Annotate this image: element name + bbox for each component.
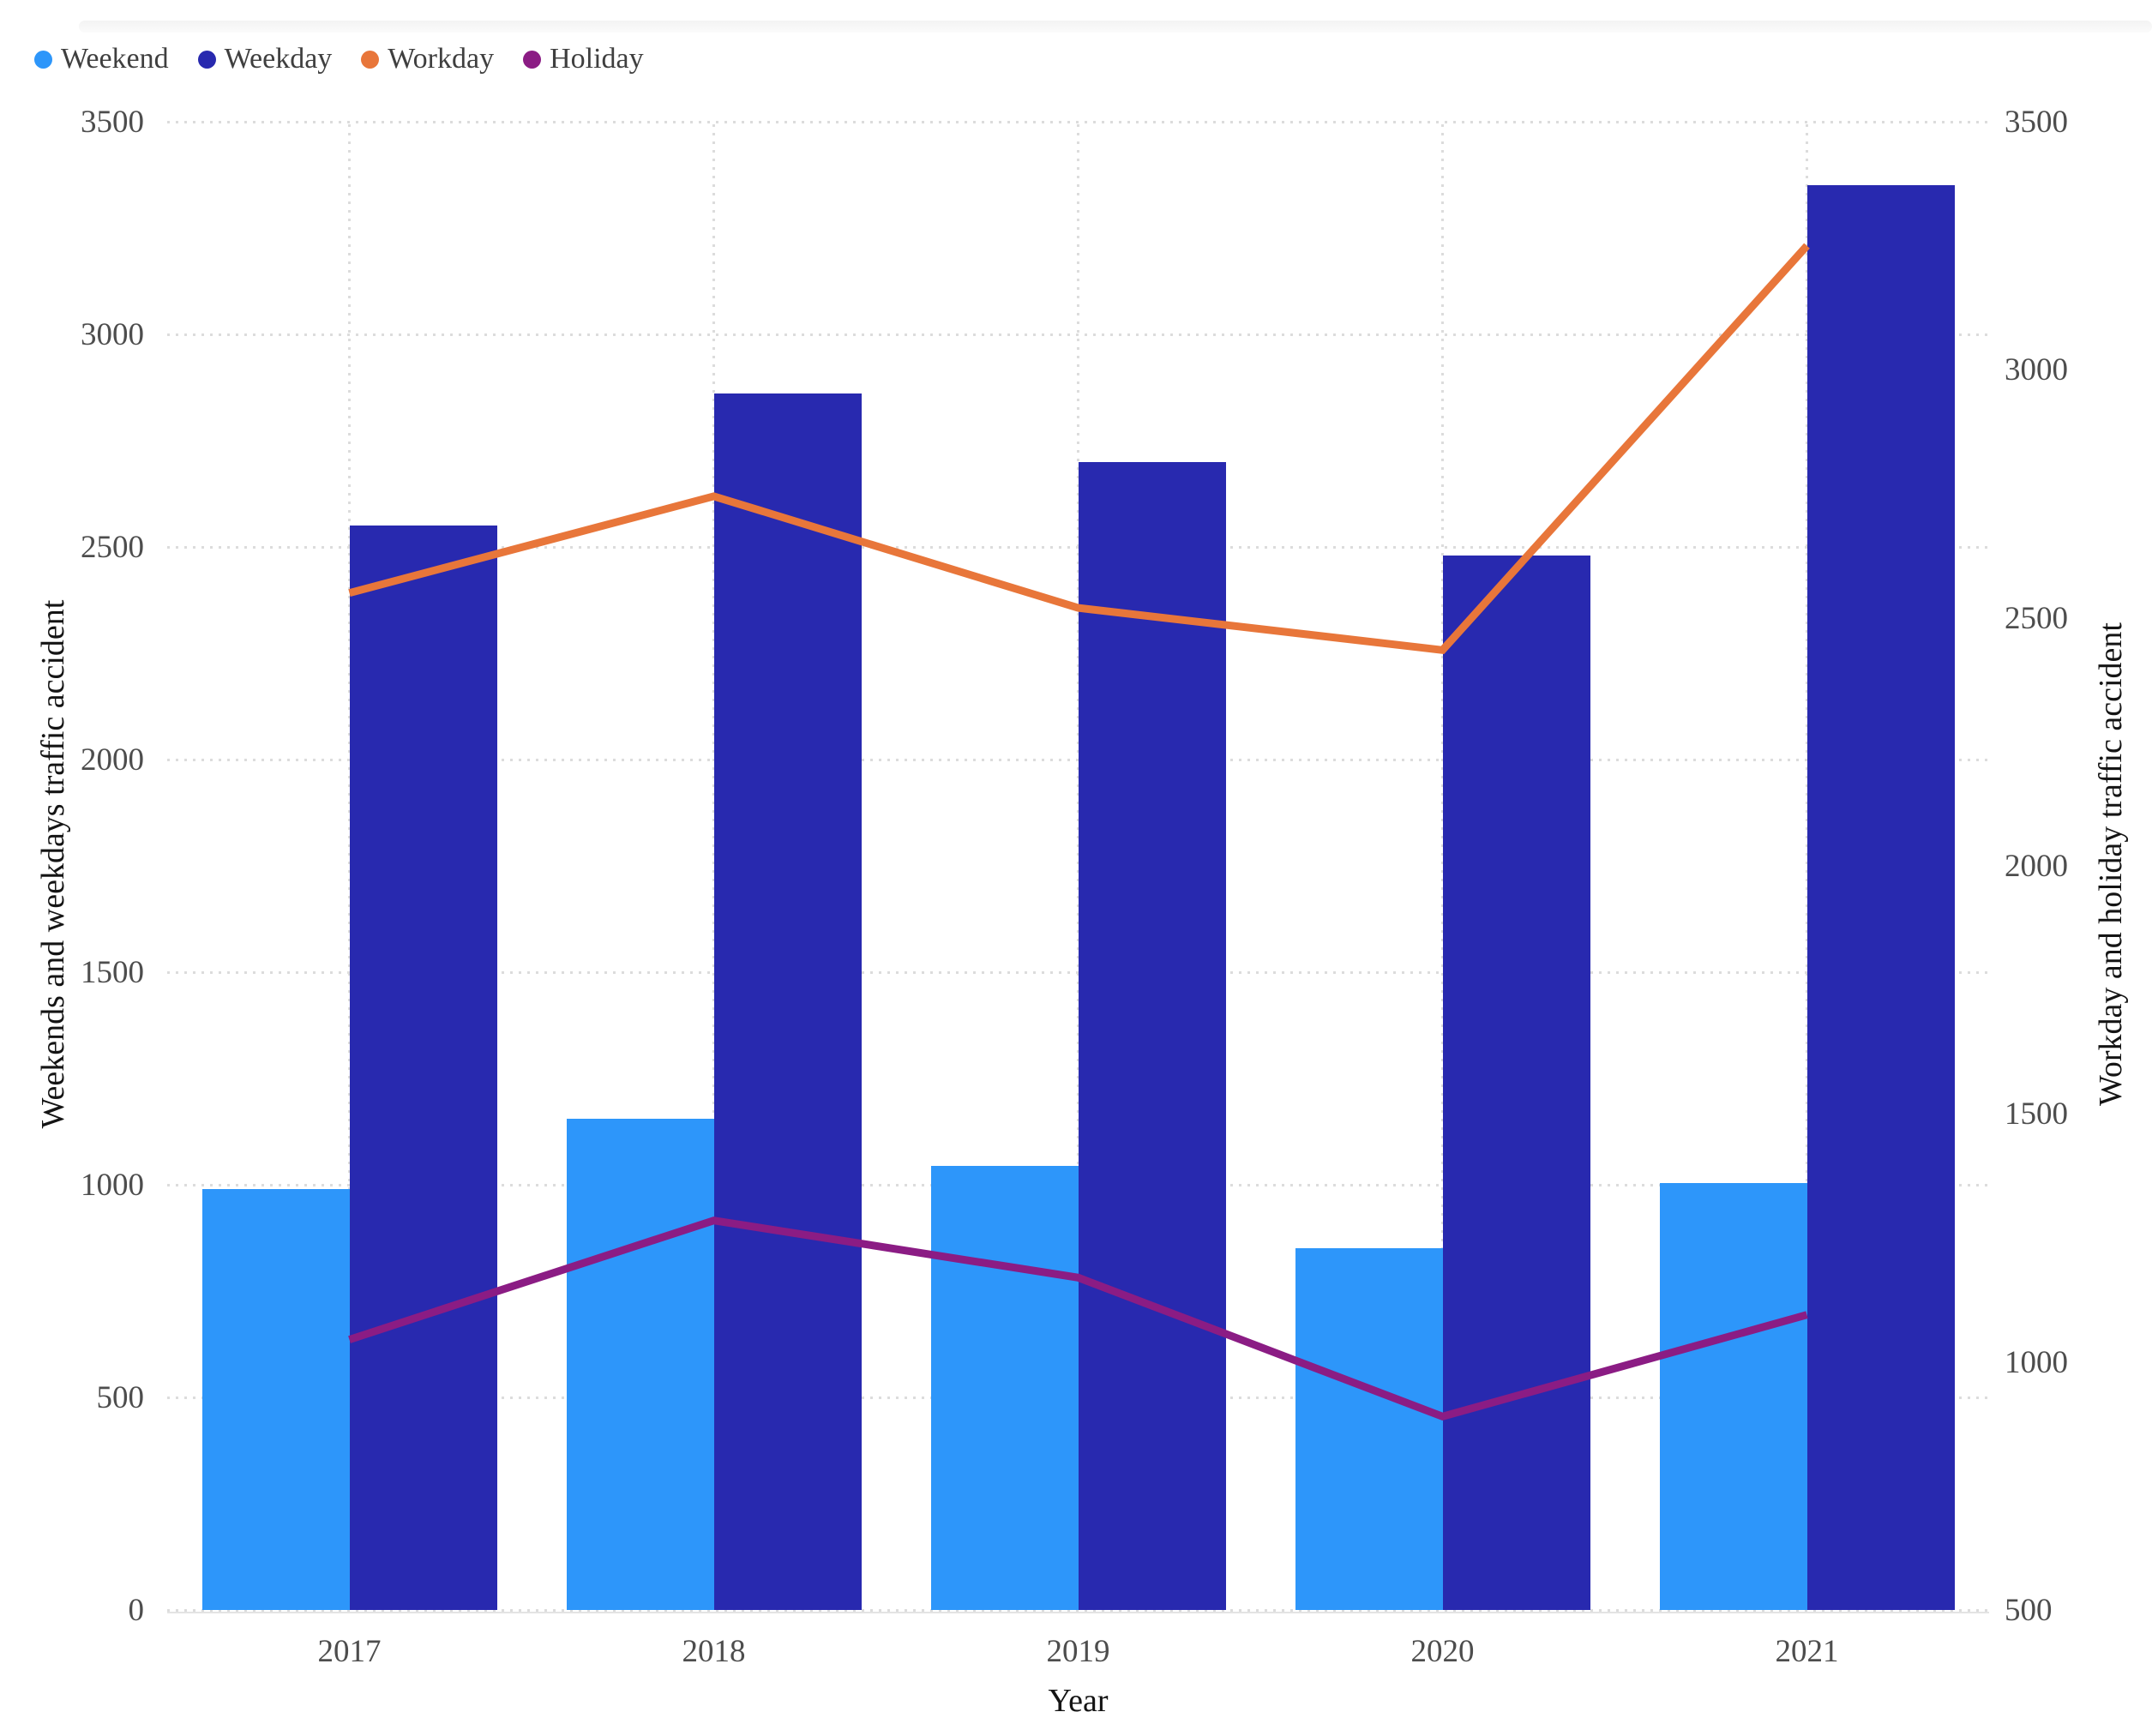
legend-dot-workday xyxy=(361,50,380,69)
legend-item-workday[interactable]: Workday xyxy=(361,45,494,74)
chart-legend: Weekend Weekday Workday Holiday xyxy=(34,45,644,74)
legend-label: Holiday xyxy=(550,43,644,75)
x-axis-line xyxy=(167,1612,1989,1613)
bar-weekday-2019 xyxy=(1078,461,1226,1610)
bar-weekday-2018 xyxy=(713,393,862,1610)
right-tick-2000: 2000 xyxy=(2005,849,2068,884)
bar-weekend-2018 xyxy=(566,1119,714,1610)
right-tick-500: 500 xyxy=(2005,1593,2053,1628)
x-label-2020: 2020 xyxy=(1410,1634,1475,1669)
legend-item-weekday[interactable]: Weekday xyxy=(197,43,333,75)
left-tick-500: 500 xyxy=(96,1380,145,1415)
left-tick-2500: 2500 xyxy=(81,530,144,565)
x-axis-title: Year xyxy=(1048,1683,1109,1719)
x-label-2021: 2021 xyxy=(1775,1634,1839,1669)
left-tick-2000: 2000 xyxy=(81,742,144,778)
top-edge-band xyxy=(79,21,2152,33)
legend-dot-weekend xyxy=(34,50,52,69)
bar-weekend-2017 xyxy=(201,1188,350,1610)
legend-label: Workday xyxy=(388,43,495,75)
line-holiday xyxy=(348,1216,1808,1421)
right-tick-1000: 1000 xyxy=(2005,1344,2068,1380)
bar-weekend-2019 xyxy=(930,1165,1079,1610)
bar-weekday-2020 xyxy=(1442,555,1590,1610)
left-axis-title: Weekends and weekdays traffic accident xyxy=(35,599,71,1129)
x-label-2019: 2019 xyxy=(1046,1634,1110,1669)
left-tick-3000: 3000 xyxy=(81,317,144,352)
right-tick-3500: 3500 xyxy=(2005,105,2068,140)
bar-weekend-2021 xyxy=(1659,1182,1807,1610)
legend-dot-holiday xyxy=(523,50,542,69)
right-tick-2500: 2500 xyxy=(2005,600,2068,636)
left-tick-3500: 3500 xyxy=(81,105,144,140)
line-workday xyxy=(348,243,1810,655)
right-axis-title: Workday and holiday traffic accident xyxy=(2093,622,2129,1106)
left-tick-1000: 1000 xyxy=(81,1168,144,1203)
legend-label: Weekday xyxy=(224,43,333,75)
right-tick-1500: 1500 xyxy=(2005,1096,2068,1132)
legend-item-weekend[interactable]: Weekend xyxy=(34,45,169,74)
left-tick-1500: 1500 xyxy=(81,955,144,990)
bar-weekday-2017 xyxy=(349,526,497,1610)
h-gridline xyxy=(167,1609,1989,1612)
left-tick-0: 0 xyxy=(128,1593,145,1628)
x-label-2017: 2017 xyxy=(317,1634,382,1669)
bar-weekday-2021 xyxy=(1806,185,1955,1610)
legend-label: Weekend xyxy=(61,43,169,75)
bar-weekend-2020 xyxy=(1295,1248,1443,1610)
x-label-2018: 2018 xyxy=(682,1634,746,1669)
legend-dot-weekday xyxy=(197,50,216,69)
right-tick-3000: 3000 xyxy=(2005,352,2068,388)
legend-item-holiday[interactable]: Holiday xyxy=(523,45,644,74)
